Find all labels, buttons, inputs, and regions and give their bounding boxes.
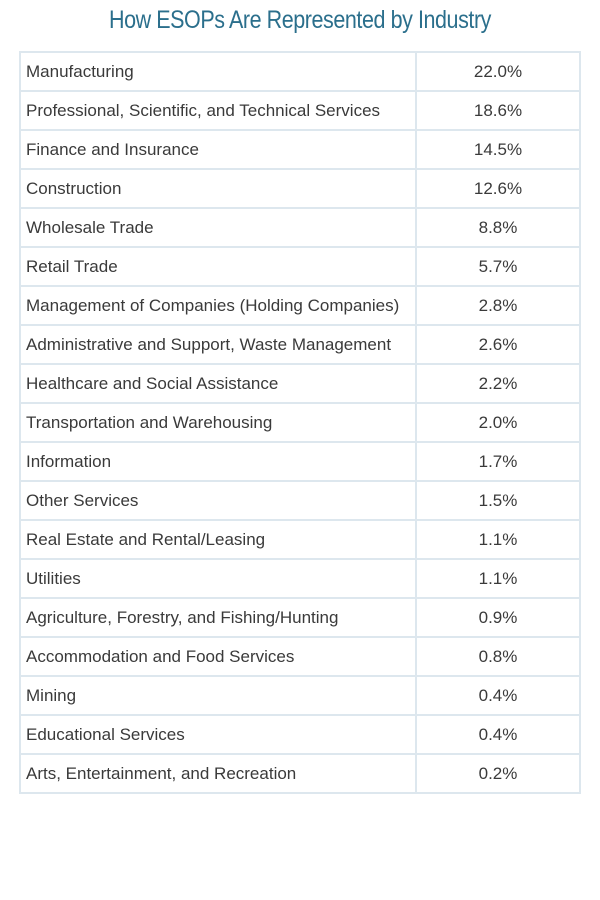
industry-cell: Transportation and Warehousing xyxy=(19,402,417,443)
table-row: Information 1.7% xyxy=(19,441,581,482)
share-cell: 0.9% xyxy=(415,597,581,638)
table-row: Educational Services 0.4% xyxy=(19,714,581,755)
table-row: Finance and Insurance 14.5% xyxy=(19,129,581,170)
share-cell: 2.2% xyxy=(415,363,581,404)
table-row: Construction 12.6% xyxy=(19,168,581,209)
table-row: Mining 0.4% xyxy=(19,675,581,716)
industry-cell: Healthcare and Social Assistance xyxy=(19,363,417,404)
industry-cell: Administrative and Support, Waste Manage… xyxy=(19,324,417,365)
industry-cell: Wholesale Trade xyxy=(19,207,417,248)
table-title: How ESOPs Are Represented by Industry xyxy=(108,6,492,34)
table-row: Utilities 1.1% xyxy=(19,558,581,599)
share-cell: 1.7% xyxy=(415,441,581,482)
table-row: Retail Trade 5.7% xyxy=(19,246,581,287)
industry-cell: Arts, Entertainment, and Recreation xyxy=(19,753,417,794)
table-row: Transportation and Warehousing 2.0% xyxy=(19,402,581,443)
share-cell: 0.2% xyxy=(415,753,581,794)
share-cell: 0.4% xyxy=(415,675,581,716)
industry-cell: Educational Services xyxy=(19,714,417,755)
industry-cell: Retail Trade xyxy=(19,246,417,287)
table-row: Administrative and Support, Waste Manage… xyxy=(19,324,581,365)
share-cell: 18.6% xyxy=(415,90,581,131)
table-body: Manufacturing 22.0% Professional, Scientif… xyxy=(19,51,581,794)
table-row: Management of Companies (Holding Compani… xyxy=(19,285,581,326)
table-row: Manufacturing 22.0% xyxy=(19,51,581,92)
share-cell: 14.5% xyxy=(415,129,581,170)
share-cell: 1.1% xyxy=(415,558,581,599)
share-cell: 0.4% xyxy=(415,714,581,755)
table-row: Accommodation and Food Services 0.8% xyxy=(19,636,581,677)
industry-cell: Finance and Insurance xyxy=(19,129,417,170)
industry-cell: Utilities xyxy=(19,558,417,599)
share-cell: 2.6% xyxy=(415,324,581,365)
table-row: Other Services 1.5% xyxy=(19,480,581,521)
share-cell: 22.0% xyxy=(415,51,581,92)
table-row: Wholesale Trade 8.8% xyxy=(19,207,581,248)
share-cell: 2.0% xyxy=(415,402,581,443)
share-cell: 1.1% xyxy=(415,519,581,560)
industry-cell: Management of Companies (Holding Compani… xyxy=(19,285,417,326)
industry-cell: Other Services xyxy=(19,480,417,521)
industry-table: Manufacturing 22.0% Professional, Scientif… xyxy=(19,51,581,794)
industry-cell: Agriculture, Forestry, and Fishing/Hunti… xyxy=(19,597,417,638)
share-cell: 12.6% xyxy=(415,168,581,209)
industry-cell: Real Estate and Rental/Leasing xyxy=(19,519,417,560)
share-cell: 2.8% xyxy=(415,285,581,326)
industry-cell: Mining xyxy=(19,675,417,716)
table-row: Professional, Scientific, and Technical … xyxy=(19,90,581,131)
share-cell: 5.7% xyxy=(415,246,581,287)
table-row: Healthcare and Social Assistance 2.2% xyxy=(19,363,581,404)
table-row: Real Estate and Rental/Leasing 1.1% xyxy=(19,519,581,560)
share-cell: 8.8% xyxy=(415,207,581,248)
table-row: Arts, Entertainment, and Recreation 0.2% xyxy=(19,753,581,794)
share-cell: 0.8% xyxy=(415,636,581,677)
industry-cell: Manufacturing xyxy=(19,51,417,92)
industry-cell: Information xyxy=(19,441,417,482)
table-row: Agriculture, Forestry, and Fishing/Hunti… xyxy=(19,597,581,638)
industry-cell: Accommodation and Food Services xyxy=(19,636,417,677)
industry-cell: Construction xyxy=(19,168,417,209)
industry-cell: Professional, Scientific, and Technical … xyxy=(19,90,417,131)
share-cell: 1.5% xyxy=(415,480,581,521)
